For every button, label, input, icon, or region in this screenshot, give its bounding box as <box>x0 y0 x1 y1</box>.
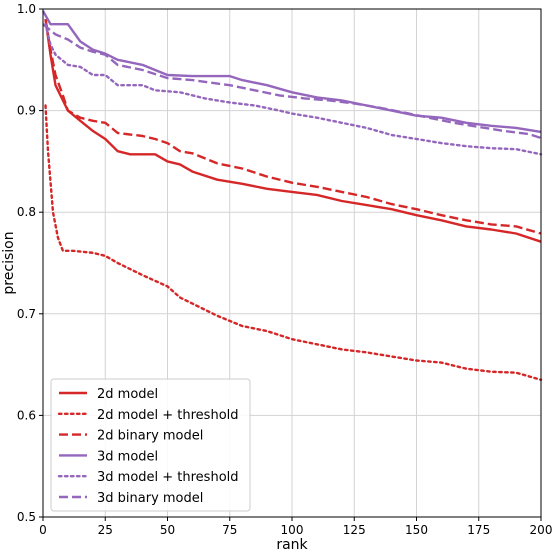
legend-box <box>50 378 251 512</box>
y-tick-label: 0.6 <box>17 408 36 422</box>
y-tick-label: 0.5 <box>17 510 36 524</box>
y-tick-label: 0.9 <box>17 104 36 118</box>
x-tick-label: 200 <box>530 523 553 537</box>
legend-label: 2d model + threshold <box>97 408 239 423</box>
x-tick-label: 175 <box>467 523 490 537</box>
x-tick-label: 0 <box>39 523 47 537</box>
legend-label: 3d binary model <box>97 491 203 506</box>
x-tick-label: 25 <box>98 523 113 537</box>
y-tick-label: 0.8 <box>17 205 36 219</box>
x-tick-label: 100 <box>281 523 304 537</box>
x-tick-label: 75 <box>222 523 237 537</box>
series-line-3d-model <box>41 10 542 134</box>
x-tick-label: 150 <box>405 523 428 537</box>
series-line-3d-model-threshold <box>44 23 543 156</box>
y-tick-label: 0.7 <box>17 307 36 321</box>
legend-label: 2d binary model <box>97 429 203 444</box>
legend: 2d model 2d model + threshold 2d binary mo… <box>50 378 251 512</box>
y-axis-label: precision <box>1 231 17 294</box>
x-axis-label: rank <box>276 537 308 552</box>
series-line-3d-binary-model <box>42 23 542 140</box>
legend-label: 2d model <box>97 387 158 402</box>
series-line-2d-model-threshold <box>44 104 543 381</box>
legend-label: 3d model <box>97 449 158 464</box>
x-tick-label: 50 <box>160 523 175 537</box>
x-tick-label: 125 <box>343 523 366 537</box>
series-line-2d-model <box>44 19 542 243</box>
series-line-2d-binary-model <box>44 19 542 235</box>
legend-label: 3d model + threshold <box>97 470 239 485</box>
y-tick-label: 1.0 <box>17 2 36 16</box>
